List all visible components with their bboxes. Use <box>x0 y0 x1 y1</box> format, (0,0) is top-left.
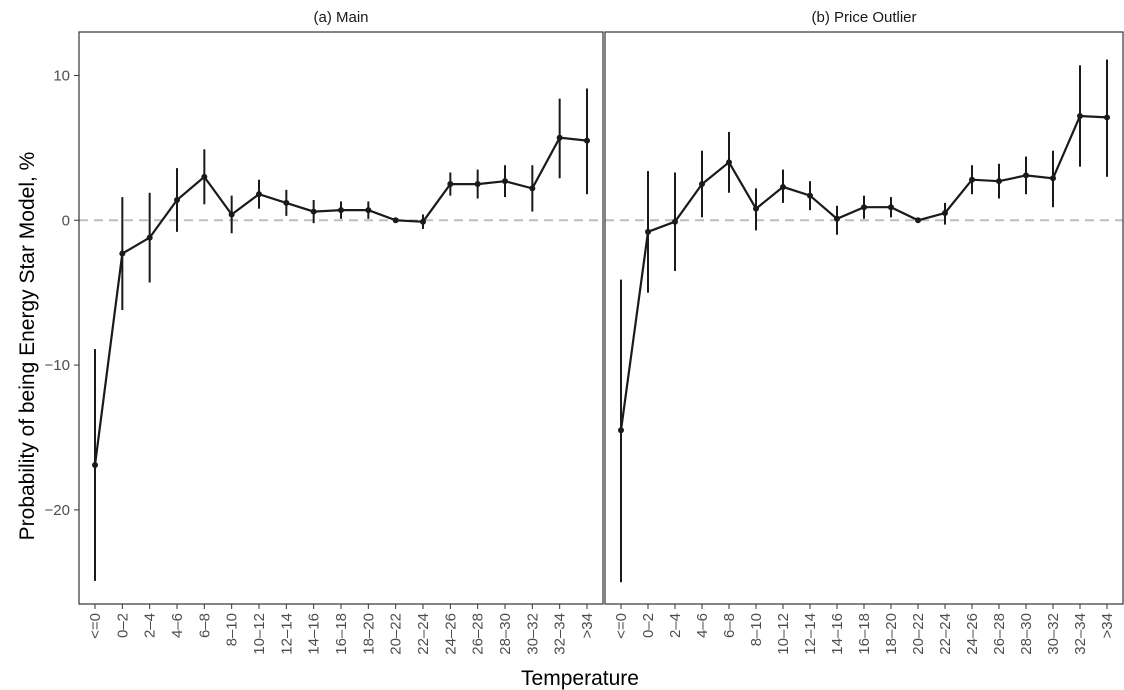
x-tick-label: 6–8 <box>721 613 738 638</box>
y-tick-label: −20 <box>45 502 70 519</box>
x-tick-label: 14–16 <box>306 613 323 655</box>
data-point <box>888 204 894 211</box>
data-point <box>861 204 867 211</box>
x-tick-label: 6–8 <box>196 613 213 638</box>
data-point <box>338 207 344 214</box>
data-point <box>447 181 454 188</box>
data-point <box>283 199 290 206</box>
x-tick-label: 26–28 <box>470 613 487 655</box>
x-tick-label: 10–12 <box>775 613 792 655</box>
x-tick-label: 20–22 <box>910 613 927 655</box>
y-tick-label: −10 <box>45 357 70 374</box>
data-point <box>584 137 590 144</box>
y-tick-label: 10 <box>53 67 70 84</box>
x-tick-label: 32–34 <box>1072 613 1089 655</box>
x-tick-label: 16–18 <box>856 613 873 655</box>
data-point <box>780 183 786 190</box>
x-tick-label: 18–20 <box>360 613 377 655</box>
data-point <box>807 192 813 199</box>
panel-title: (a) Main <box>313 9 368 26</box>
x-tick-label: 32–34 <box>552 613 569 655</box>
chart-panel-main: (a) Main <=0 0–2 2–4 4–6 6–8 8–10 10–12 12–14 14–… <box>45 9 604 655</box>
data-point <box>969 176 975 183</box>
data-point <box>942 210 948 217</box>
x-tick-label: 24–26 <box>442 613 459 655</box>
data-point <box>556 134 563 141</box>
series-line <box>93 136 588 466</box>
x-tick-label: 2–4 <box>142 613 159 638</box>
y-tick-label: 0 <box>62 212 70 229</box>
x-tick-label: <=0 <box>87 613 104 639</box>
x-tick-label: 12–14 <box>802 613 819 655</box>
x-tick-label: <=0 <box>613 613 630 639</box>
chart-panel-price-outlier: (b) Price Outlier <=0 0–2 2–4 4–6 6–8 8–10 10–1… <box>604 9 1124 655</box>
data-point <box>529 185 536 192</box>
data-point <box>1023 172 1029 179</box>
x-tick-label: >34 <box>579 613 596 638</box>
panel-border <box>78 31 604 605</box>
x-tick-label: 0–2 <box>114 613 131 638</box>
data-point <box>753 205 759 212</box>
data-point <box>1077 112 1083 119</box>
x-tick-label: 22–24 <box>415 613 432 655</box>
x-tick-label: 20–22 <box>388 613 405 655</box>
panel-border <box>604 31 1124 605</box>
panels: (a) Main <=0 0–2 2–4 4–6 6–8 8–10 10–12 12–14 14–… <box>45 9 1124 655</box>
data-point <box>502 178 508 185</box>
x-tick-label: >34 <box>1099 613 1116 638</box>
x-tick-label: 2–4 <box>667 613 684 638</box>
x-tick-label: 4–6 <box>694 613 711 638</box>
x-tick-label: 26–28 <box>991 613 1008 655</box>
data-point <box>618 427 624 434</box>
data-point <box>310 208 317 215</box>
data-point <box>92 461 98 468</box>
x-tick-label: 28–30 <box>1018 613 1035 655</box>
panel-title: (b) Price Outlier <box>811 9 916 26</box>
x-tick-label: 24–26 <box>964 613 981 655</box>
data-point <box>834 215 840 222</box>
data-point <box>699 181 705 188</box>
data-point <box>1104 114 1110 121</box>
data-point <box>256 191 262 198</box>
data-point <box>672 218 678 225</box>
x-tick-label: 10–12 <box>251 613 268 655</box>
x-tick-label: 12–14 <box>278 613 295 655</box>
data-point <box>228 211 235 218</box>
x-tick-label: 18–20 <box>883 613 900 655</box>
x-axis-title: Temperature <box>521 667 639 690</box>
data-point <box>645 228 651 235</box>
x-tick-label: 28–30 <box>497 613 514 655</box>
data-point <box>119 250 126 257</box>
data-point <box>146 234 153 241</box>
data-point <box>996 178 1002 185</box>
x-tick-label: 14–16 <box>829 613 846 655</box>
data-point <box>420 218 426 225</box>
x-tick-label: 0–2 <box>640 613 657 638</box>
data-point <box>915 217 921 224</box>
x-tick-label: 8–10 <box>748 613 765 646</box>
data-point <box>365 207 372 214</box>
data-point <box>1050 175 1056 182</box>
data-point <box>201 173 208 180</box>
data-point <box>474 181 481 188</box>
x-tick-label: 16–18 <box>333 613 350 655</box>
x-tick-label: 22–24 <box>937 613 954 655</box>
y-axis-title: Probability of being Energy Star Model, … <box>16 152 39 541</box>
series-line <box>619 114 1108 431</box>
data-point <box>392 217 399 224</box>
x-tick-label: 30–32 <box>524 613 541 655</box>
data-point <box>726 159 732 166</box>
data-point <box>174 196 180 203</box>
x-tick-label: 4–6 <box>169 613 186 638</box>
x-tick-label: 30–32 <box>1045 613 1062 655</box>
x-tick-label: 8–10 <box>224 613 241 646</box>
